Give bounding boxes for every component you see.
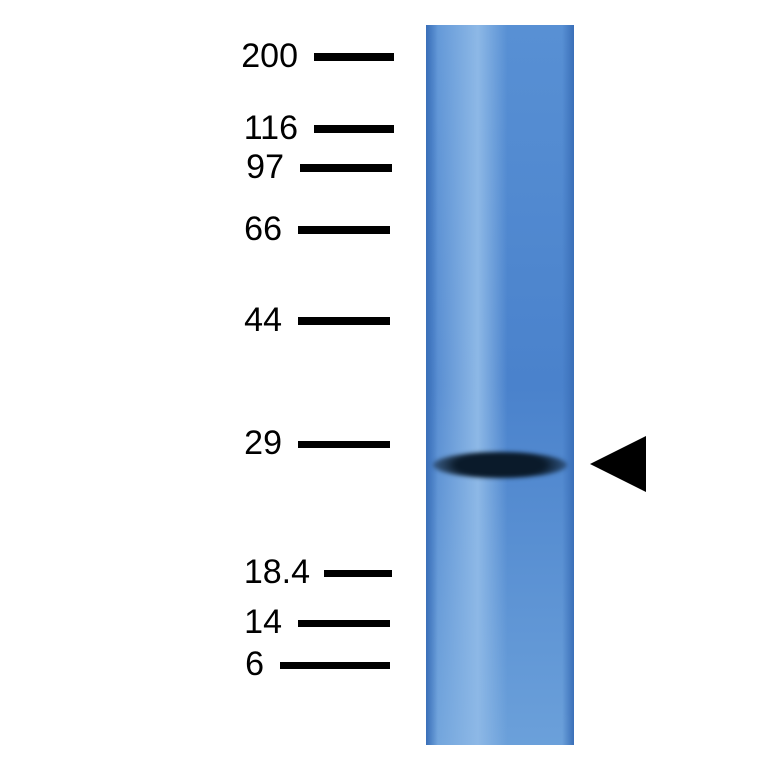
marker-label-7: 14 [244,603,282,642]
marker-tick-7 [298,620,390,627]
marker-label-6: 18.4 [244,553,310,592]
marker-tick-0 [314,53,394,61]
marker-label-0: 200 [241,37,298,76]
marker-label-3: 66 [244,210,282,249]
marker-tick-2 [300,164,392,172]
marker-tick-6 [324,570,392,577]
blot-container: 200 11697 66 44 29 18.4 146 [0,0,764,764]
lane-background [426,25,574,745]
blot-lane [426,25,574,745]
marker-label-4: 44 [244,301,282,340]
band-indicator-arrow-icon [590,436,646,492]
marker-tick-5 [298,441,390,448]
marker-tick-1 [314,125,394,133]
marker-label-1: 116 [244,109,298,148]
marker-tick-4 [298,317,390,325]
marker-tick-3 [298,226,390,234]
marker-tick-8 [280,662,390,669]
marker-label-2: 97 [246,148,284,187]
protein-band [433,452,566,478]
marker-label-5: 29 [244,424,282,463]
marker-label-8: 6 [245,645,264,684]
